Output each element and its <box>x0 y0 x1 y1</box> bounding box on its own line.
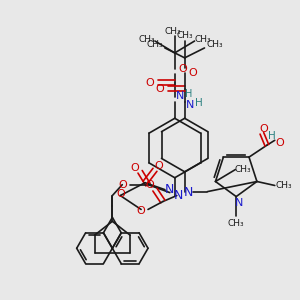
Text: CH₃: CH₃ <box>275 181 292 190</box>
Text: O: O <box>131 163 140 173</box>
Text: O: O <box>155 84 164 94</box>
Text: O: O <box>260 124 268 134</box>
Text: N: N <box>235 197 243 208</box>
Text: O: O <box>178 64 187 74</box>
Text: H: H <box>185 88 192 98</box>
Text: CH₃: CH₃ <box>139 34 155 43</box>
Text: N: N <box>184 186 193 199</box>
Text: H: H <box>268 131 276 141</box>
Text: N: N <box>176 91 184 100</box>
Text: CH₃: CH₃ <box>147 40 163 50</box>
Text: N: N <box>185 100 194 110</box>
Text: N: N <box>165 183 175 196</box>
Text: O: O <box>137 206 146 216</box>
Text: O: O <box>146 180 154 190</box>
Text: N: N <box>174 189 183 202</box>
Text: CH₃: CH₃ <box>164 27 181 36</box>
Text: CH₃: CH₃ <box>206 40 223 50</box>
Text: O: O <box>116 189 125 199</box>
Text: O: O <box>275 138 284 148</box>
Text: CH₃: CH₃ <box>235 165 251 174</box>
Text: H: H <box>195 98 203 108</box>
Text: O: O <box>118 180 127 190</box>
Text: O: O <box>188 68 197 78</box>
Text: CH₃: CH₃ <box>228 219 244 228</box>
Text: O: O <box>154 161 163 171</box>
Text: CH₃: CH₃ <box>176 31 193 40</box>
Text: CH₃: CH₃ <box>194 34 211 43</box>
Text: O: O <box>146 78 154 88</box>
